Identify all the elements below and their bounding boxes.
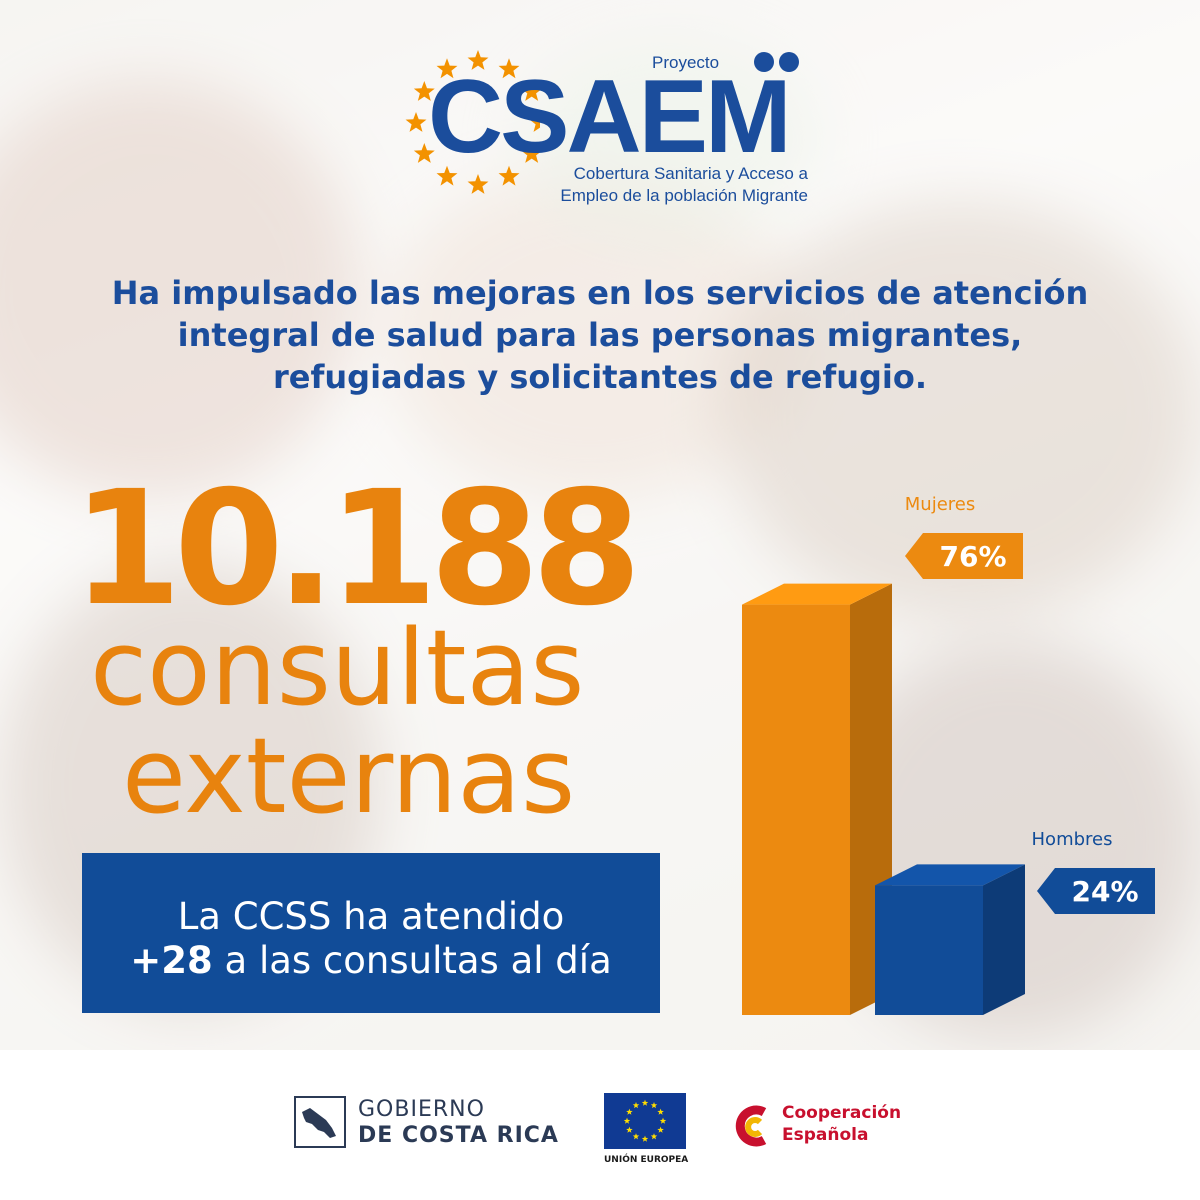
callout-box: La CCSS ha atendido +28 a las consultas … xyxy=(82,853,660,1013)
gov-line-2: DE COSTA RICA xyxy=(358,1123,559,1148)
logo-star xyxy=(521,81,540,101)
bar-top xyxy=(875,864,1025,886)
eu-star xyxy=(650,1102,658,1109)
eu-star xyxy=(641,1135,649,1142)
callout-line-2-rest: a las consultas al día xyxy=(212,939,612,982)
logo-brand-text: CSAEM xyxy=(428,59,792,175)
logo-star xyxy=(413,81,435,101)
logo-star xyxy=(498,165,520,186)
value-label: 24% xyxy=(1071,875,1138,908)
headline: Ha impulsado las mejoras en los servicio… xyxy=(60,272,1140,398)
category-label: Mujeres xyxy=(905,494,975,515)
gobierno-costa-rica-logo: GOBIERNO DE COSTA RICA xyxy=(294,1096,558,1152)
logo-dots-icon xyxy=(754,52,799,72)
csaem-logo: Proyecto CSAEM Cobertura Sanitaria y Acc… xyxy=(400,45,820,215)
eu-star xyxy=(632,1133,640,1140)
stat-label-1: consultas xyxy=(90,607,585,729)
logo-star xyxy=(529,112,540,132)
value-label: 76% xyxy=(939,540,1006,573)
bar-front xyxy=(875,885,983,1015)
footer: GOBIERNO DE COSTA RICA UNIÓN EUROPEA Coo… xyxy=(0,1050,1200,1200)
eu-star xyxy=(657,1108,664,1115)
logo-star xyxy=(436,165,458,186)
logo-star xyxy=(413,143,435,163)
value-tag xyxy=(905,533,1023,579)
logo-proyecto-label: Proyecto xyxy=(652,53,720,72)
headline-line-1: Ha impulsado las mejoras en los servicio… xyxy=(111,274,1089,312)
logo-tagline: Cobertura Sanitaria y Acceso a Empleo de… xyxy=(560,163,808,207)
headline-line-2: integral de salud para las personas migr… xyxy=(177,316,1023,354)
logo-star xyxy=(467,50,489,70)
bar-front xyxy=(742,604,850,1015)
callout-line-2: +28 a las consultas al día xyxy=(82,939,660,983)
eu-star xyxy=(650,1133,658,1140)
stat-label-2: externas xyxy=(122,715,576,837)
category-label: Hombres xyxy=(1032,829,1113,850)
headline-line-3: refugiadas y solicitantes de refugio. xyxy=(272,358,928,396)
bar-hombres xyxy=(875,864,1025,1015)
callout-highlight: +28 xyxy=(130,939,213,982)
logo-tagline-line-2: Empleo de la población Migrante xyxy=(560,186,808,205)
bar-top xyxy=(742,583,892,605)
eu-star xyxy=(626,1126,633,1133)
cooperacion-espanola-logo: Cooperación Española xyxy=(734,1102,904,1152)
bar-mujeres xyxy=(742,583,892,1015)
eu-star xyxy=(641,1099,649,1106)
eu-flag-icon xyxy=(604,1093,686,1149)
callout-line-1: La CCSS ha atendido xyxy=(177,895,565,938)
logo-star xyxy=(521,143,540,163)
bar-side xyxy=(983,864,1025,1015)
logo-star xyxy=(467,174,489,194)
eu-star xyxy=(623,1117,631,1124)
logo-star xyxy=(498,58,520,79)
value-tag xyxy=(1037,868,1155,914)
logo-star xyxy=(436,58,458,79)
eu-star xyxy=(657,1126,664,1133)
star-ring-icon xyxy=(405,50,540,194)
stat-number: 10.188 xyxy=(72,457,642,641)
eu-caption: UNIÓN EUROPEA xyxy=(604,1155,689,1165)
eu-star xyxy=(626,1108,633,1115)
logo-tagline-line-1: Cobertura Sanitaria y Acceso a xyxy=(573,164,808,183)
eu-star xyxy=(659,1117,667,1124)
cooperacion-symbol-icon xyxy=(735,1105,767,1147)
costa-rica-map-icon xyxy=(294,1096,346,1148)
logo-star xyxy=(405,112,427,132)
coop-line-2: Española xyxy=(782,1125,869,1145)
union-europea-logo: UNIÓN EUROPEA xyxy=(604,1093,689,1165)
gov-line-1: GOBIERNO xyxy=(358,1097,485,1122)
coop-line-1: Cooperación xyxy=(782,1103,902,1123)
eu-star xyxy=(632,1102,640,1109)
cooperacion-text: Cooperación Española xyxy=(782,1102,901,1146)
bar-chart: Mujeres 76% Hombres 24% xyxy=(742,494,1155,1015)
